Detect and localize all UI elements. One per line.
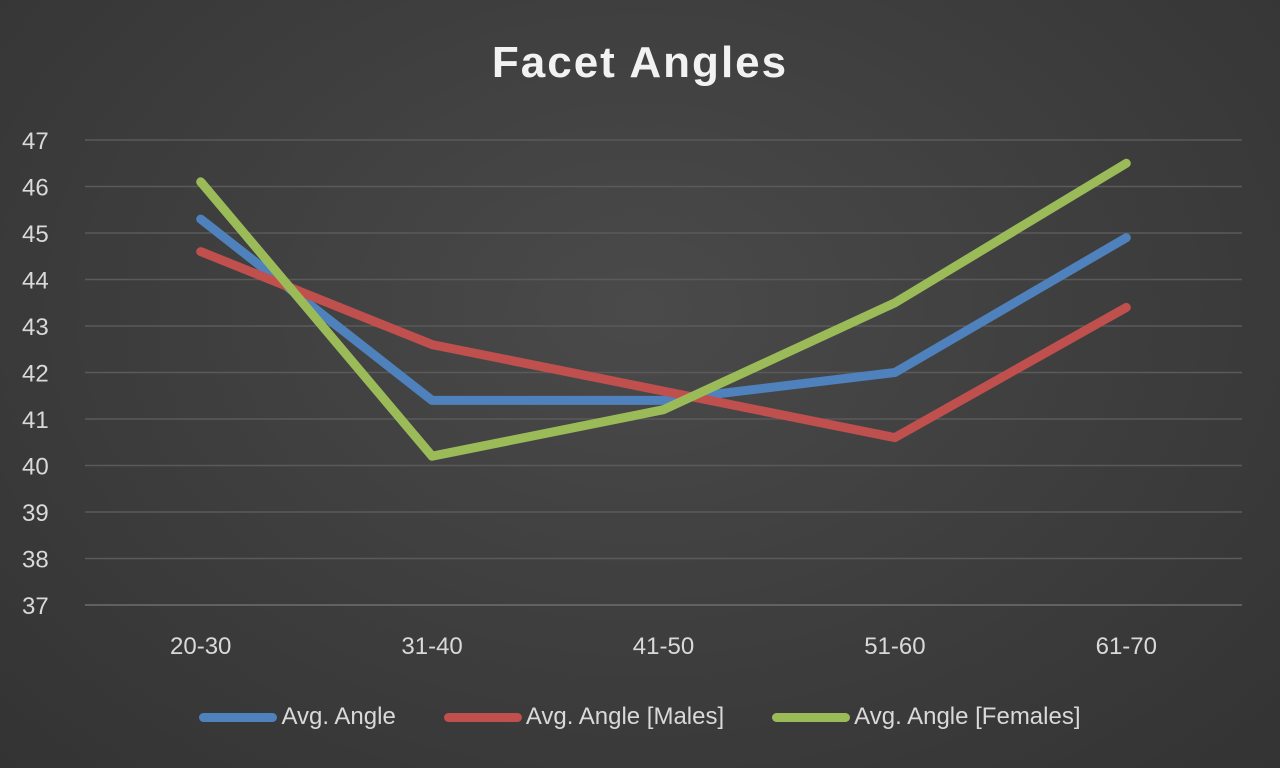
x-tick-label: 61-70	[1096, 633, 1157, 660]
y-tick-label: 42	[22, 361, 49, 388]
x-axis-ticks: 20-30 31-40 41-50 51-60 61-70	[170, 633, 1157, 660]
y-tick-label: 44	[22, 268, 49, 295]
legend-label: Avg. Angle	[281, 703, 396, 730]
series-line-3	[196, 158, 1131, 461]
y-tick-label: 40	[22, 454, 49, 481]
y-tick-label: 39	[22, 500, 49, 527]
series-lines	[196, 158, 1131, 461]
y-tick-label: 47	[22, 128, 49, 155]
chart-title: Facet Angles	[491, 38, 789, 87]
x-tick-label: 41-50	[633, 633, 694, 660]
legend-swatch	[443, 712, 522, 722]
x-tick-label: 31-40	[401, 633, 462, 660]
line-chart: 37 38 39 40 41 42 43 44 45 46 47 20-30 31-40 41-50 51…	[22, 128, 1242, 660]
y-tick-label: 43	[22, 314, 49, 341]
y-tick-label: 38	[22, 547, 49, 574]
legend-swatch	[199, 712, 278, 722]
y-tick-label: 45	[22, 221, 49, 248]
y-tick-label: 46	[22, 175, 49, 202]
legend-item-avg-angle-females[interactable]: Avg. Angle [Females]	[772, 703, 1081, 731]
y-axis-ticks: 37 38 39 40 41 42 43 44 45 46 47	[22, 128, 49, 620]
x-tick-label: 51-60	[864, 633, 925, 660]
series-line-1	[196, 214, 1131, 405]
legend: Avg. Angle Avg. Angle [Males] Avg. Angle…	[0, 697, 1280, 737]
gridlines	[85, 139, 1242, 606]
series-line-2	[196, 247, 1131, 443]
legend-item-avg-angle-males[interactable]: Avg. Angle [Males]	[443, 703, 725, 731]
legend-swatch	[772, 712, 851, 722]
x-tick-label: 20-30	[170, 633, 231, 660]
y-tick-label: 41	[22, 407, 49, 434]
legend-item-avg-angle[interactable]: Avg. Angle	[199, 703, 396, 731]
legend-label: Avg. Angle [Females]	[854, 703, 1081, 730]
y-tick-label: 37	[22, 593, 49, 620]
legend-label: Avg. Angle [Males]	[525, 703, 725, 730]
